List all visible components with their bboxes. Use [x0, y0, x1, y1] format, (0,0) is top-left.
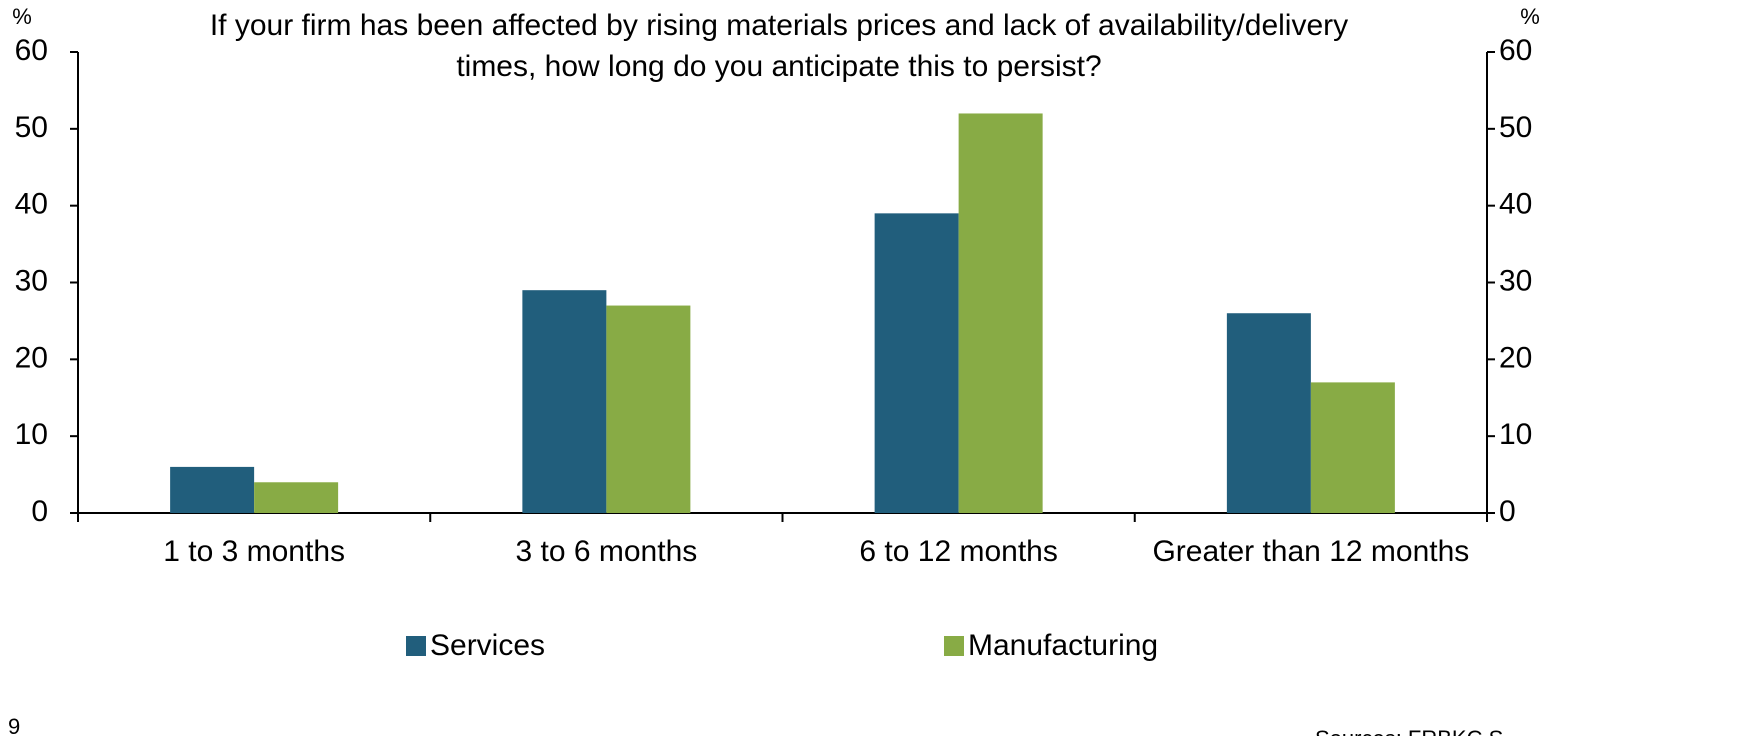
bar [958, 113, 1043, 513]
chart-title: times, how long do you anticipate this t… [456, 50, 1101, 83]
y-tick-label: 20 [15, 341, 48, 374]
y-tick-label: 10 [15, 418, 48, 451]
y2-axis-label: % [1520, 4, 1540, 29]
y2-tick-label: 10 [1499, 418, 1532, 451]
legend-label: Manufacturing [968, 629, 1158, 662]
bar [874, 213, 959, 513]
bar [254, 482, 339, 513]
y-axis-label: % [12, 4, 32, 29]
y-tick-label: 40 [15, 188, 48, 221]
y2-tick-label: 50 [1499, 111, 1532, 144]
bar [1226, 313, 1311, 513]
x-tick-label: Greater than 12 months [1152, 535, 1469, 568]
y-tick-label: 0 [31, 495, 48, 528]
y-tick-label: 60 [15, 34, 48, 67]
y2-tick-label: 40 [1499, 188, 1532, 221]
y-tick-label: 30 [15, 264, 48, 297]
bar [170, 466, 255, 513]
bar [606, 305, 691, 513]
x-tick-label: 6 to 12 months [859, 535, 1057, 568]
x-tick-label: 3 to 6 months [515, 535, 697, 568]
legend-swatch [406, 636, 426, 656]
page-number: 9 [8, 714, 20, 736]
legend-swatch [944, 636, 964, 656]
source: Sources: FRBKC S [1315, 726, 1503, 736]
chart-title: If your firm has been affected by rising… [210, 9, 1348, 42]
y-tick-label: 50 [15, 111, 48, 144]
y2-tick-label: 0 [1499, 495, 1516, 528]
x-tick-label: 1 to 3 months [163, 535, 345, 568]
y2-tick-label: 60 [1499, 34, 1532, 67]
bar [522, 290, 607, 513]
y2-tick-label: 30 [1499, 264, 1532, 297]
bar [1310, 382, 1395, 513]
legend-label: Services [430, 629, 545, 662]
y2-tick-label: 20 [1499, 341, 1532, 374]
